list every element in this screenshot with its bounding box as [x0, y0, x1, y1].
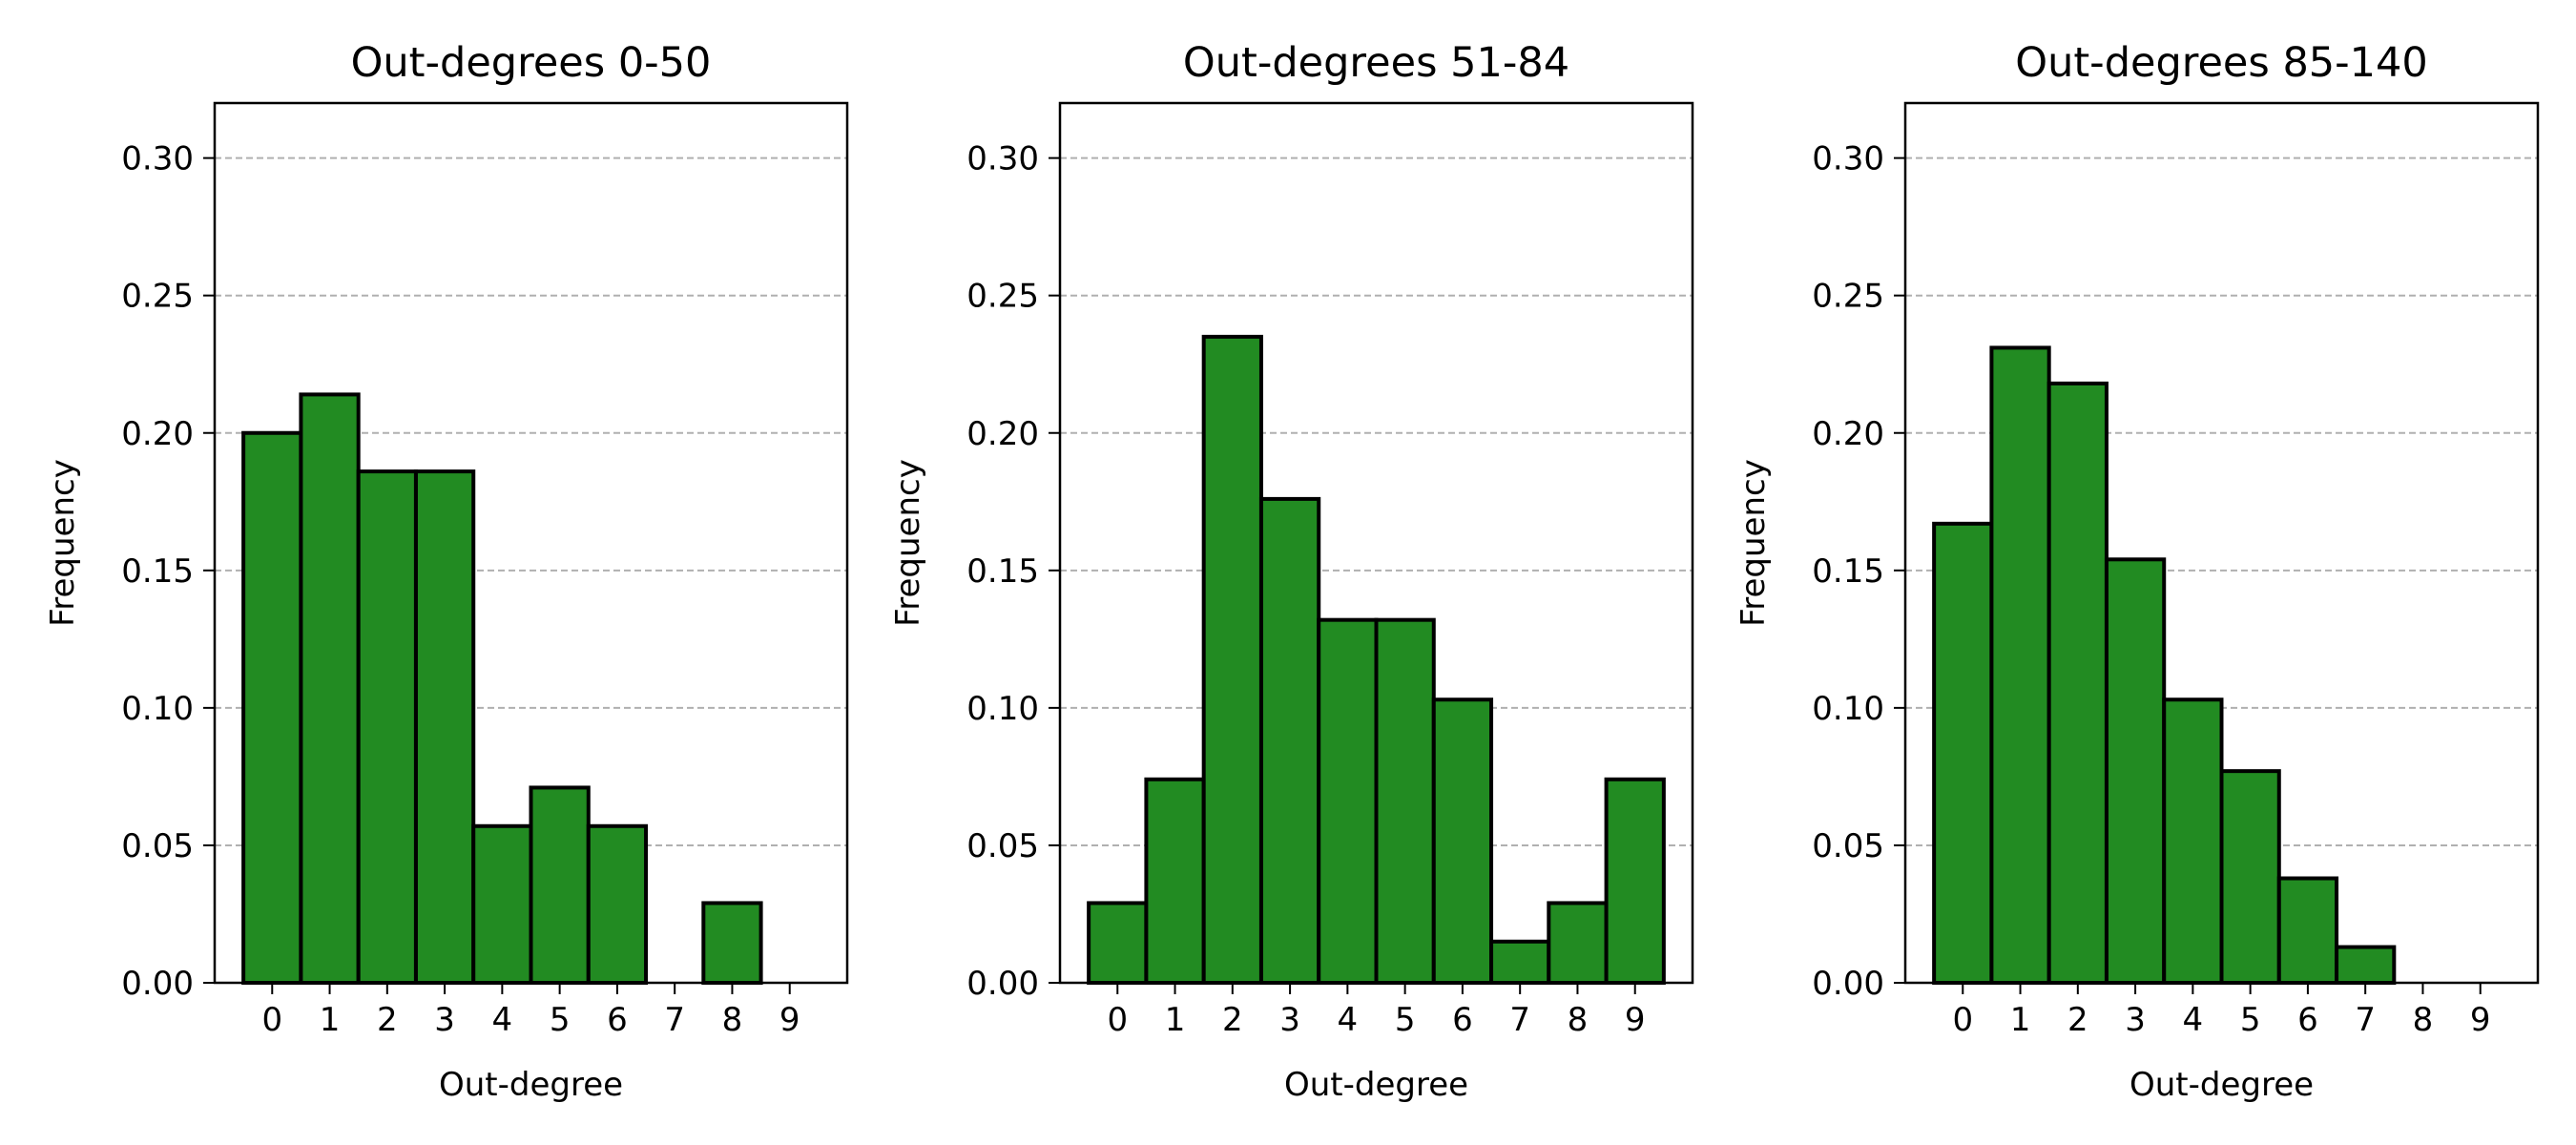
bar-4 — [471, 823, 533, 985]
y-tick-label: 0.25 — [121, 278, 194, 316]
bar-2 — [356, 469, 418, 985]
chart-panel-2: 0.00 0.05 0.10 0.15 0.20 0.25 0.30 0 1 2 3 4 5 6 7 8 9 Ou… — [889, 39, 1694, 1104]
y-tick-label: 0.05 — [966, 827, 1039, 865]
x-tick-label: 8 — [1568, 1001, 1589, 1039]
y-tick-label: 0.25 — [1812, 278, 1884, 316]
x-tick-label: 5 — [1395, 1001, 1416, 1039]
bar-0 — [241, 430, 303, 985]
x-tick-label: 4 — [2183, 1001, 2204, 1039]
y-tick-label: 0.00 — [966, 965, 1039, 1003]
bar-0 — [1932, 521, 1994, 985]
x-tick-label: 8 — [2413, 1001, 2434, 1039]
bar-5 — [2219, 769, 2281, 985]
bar-2 — [2046, 381, 2109, 985]
y-tick-label: 0.25 — [966, 278, 1039, 316]
y-tick-label: 0.05 — [1812, 827, 1884, 865]
bar-4 — [1317, 617, 1379, 985]
x-axis-label: Out-degree — [2129, 1066, 2314, 1104]
chart-panel-3: 0.00 0.05 0.10 0.15 0.20 0.25 0.30 0 1 2 3 4 5 6 7 8 9 Ou… — [1735, 39, 2540, 1104]
bar-8 — [701, 901, 763, 985]
bar-9 — [1604, 777, 1666, 985]
y-axis-label: Frequency — [889, 459, 927, 627]
x-axis-label: Out-degree — [439, 1066, 623, 1104]
y-tick-label: 0.20 — [966, 415, 1039, 453]
axes-frame — [213, 101, 849, 985]
bar-1 — [1989, 345, 2051, 985]
bar-3 — [413, 469, 476, 985]
bar-7 — [2335, 945, 2397, 986]
bar-3 — [1258, 496, 1321, 986]
bar-2 — [1201, 334, 1263, 985]
y-tick-label: 0.05 — [121, 827, 194, 865]
x-tick-label: 0 — [1952, 1001, 1973, 1039]
y-tick-label: 0.15 — [121, 552, 194, 591]
bar-6 — [1431, 697, 1494, 985]
y-tick-label: 0.10 — [966, 690, 1039, 728]
x-tick-label: 2 — [377, 1001, 398, 1039]
x-tick-label: 0 — [1107, 1001, 1128, 1039]
x-tick-label: 7 — [2355, 1001, 2376, 1039]
x-tick-label: 6 — [607, 1001, 628, 1039]
x-tick-label: 3 — [1279, 1001, 1300, 1039]
x-tick-label: 9 — [779, 1001, 800, 1039]
bar-7 — [1489, 939, 1551, 985]
x-tick-label: 7 — [664, 1001, 685, 1039]
x-tick-label: 7 — [1509, 1001, 1530, 1039]
bar-5 — [529, 785, 591, 986]
x-tick-label: 1 — [1165, 1001, 1186, 1039]
bar-1 — [1144, 777, 1206, 985]
bar-0 — [1087, 901, 1149, 985]
x-tick-label: 2 — [1222, 1001, 1243, 1039]
x-tick-label: 4 — [492, 1001, 513, 1039]
chart-title: Out-degrees 0-50 — [351, 39, 712, 87]
y-tick-label: 0.00 — [1812, 965, 1884, 1003]
x-tick-label: 3 — [2125, 1001, 2146, 1039]
y-tick-label: 0.10 — [121, 690, 194, 728]
bar-8 — [1547, 901, 1609, 985]
x-tick-label: 1 — [320, 1001, 341, 1039]
bar-5 — [1374, 617, 1436, 985]
bar-3 — [2104, 557, 2167, 985]
x-tick-label: 4 — [1338, 1001, 1359, 1039]
bar-1 — [299, 392, 361, 986]
x-tick-label: 6 — [2297, 1001, 2318, 1039]
x-tick-label: 9 — [2470, 1001, 2491, 1039]
x-tick-label: 2 — [2067, 1001, 2088, 1039]
x-tick-label: 6 — [1452, 1001, 1473, 1039]
axes-frame — [1058, 101, 1694, 985]
x-tick-label: 1 — [2010, 1001, 2031, 1039]
y-tick-label: 0.10 — [1812, 690, 1884, 728]
bar-6 — [2276, 876, 2339, 986]
y-tick-label: 0.20 — [1812, 415, 1884, 453]
x-tick-label: 5 — [550, 1001, 571, 1039]
x-tick-label: 9 — [1625, 1001, 1646, 1039]
bar-6 — [586, 823, 649, 985]
y-axis-label: Frequency — [44, 459, 82, 627]
y-tick-label: 0.15 — [966, 552, 1039, 591]
chart-panel-1: 0.00 0.05 0.10 0.15 0.20 0.25 0.30 0 1 2 3 4 5 6 7 8 9 Ou… — [44, 39, 849, 1104]
x-tick-label: 8 — [722, 1001, 743, 1039]
axes-frame — [1903, 101, 2540, 985]
y-tick-label: 0.00 — [121, 965, 194, 1003]
y-tick-label: 0.30 — [121, 140, 194, 178]
chart-title: Out-degrees 51-84 — [1183, 39, 1569, 87]
x-tick-label: 0 — [261, 1001, 282, 1039]
chart-title: Out-degrees 85-140 — [2015, 39, 2428, 87]
x-axis-label: Out-degree — [1284, 1066, 1468, 1104]
y-tick-label: 0.30 — [1812, 140, 1884, 178]
y-tick-label: 0.30 — [966, 140, 1039, 178]
bar-4 — [2162, 697, 2224, 985]
x-tick-label: 3 — [434, 1001, 455, 1039]
y-tick-label: 0.20 — [121, 415, 194, 453]
y-axis-label: Frequency — [1735, 459, 1773, 627]
x-tick-label: 5 — [2240, 1001, 2261, 1039]
y-tick-label: 0.15 — [1812, 552, 1884, 591]
